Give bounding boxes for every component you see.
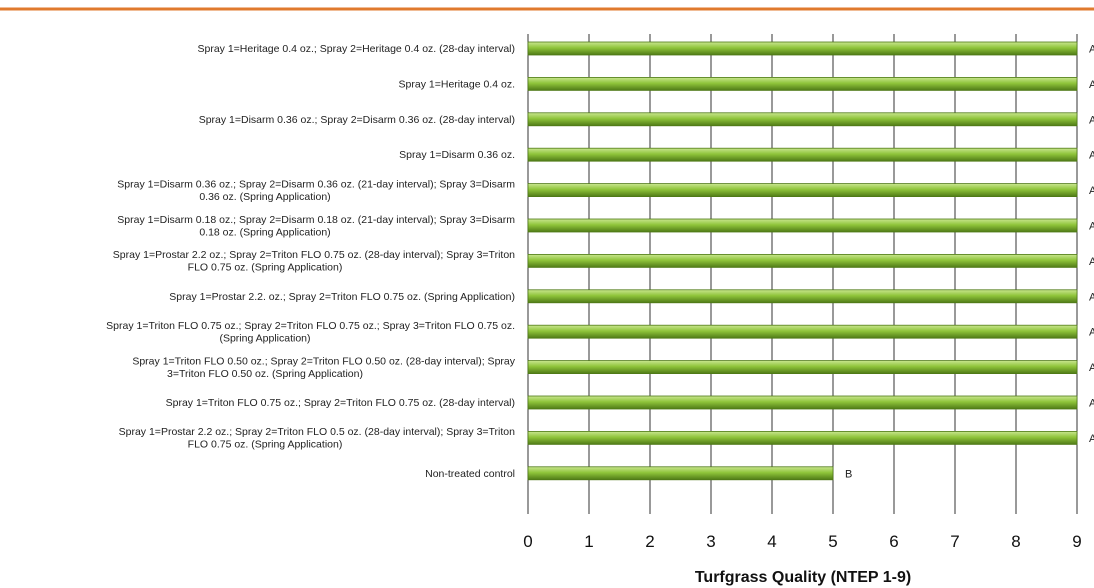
category-label-line: 3=Triton FLO 0.50 oz. (Spring Applicatio… [167, 368, 363, 380]
bar [527, 289, 1078, 304]
bar [527, 324, 1078, 339]
x-tick-label: 6 [889, 532, 898, 551]
category-label: Spray 1=Triton FLO 0.75 oz.; Spray 2=Tri… [106, 320, 515, 345]
bar [527, 147, 1078, 162]
x-tick-label: 3 [706, 532, 715, 551]
x-tick-label: 5 [828, 532, 837, 551]
category-label: Spray 1=Triton FLO 0.50 oz.; Spray 2=Tri… [132, 355, 515, 380]
category-label: Spray 1=Prostar 2.2 oz.; Spray 2=Triton … [119, 426, 516, 451]
category-label-line: Spray 1=Disarm 0.18 oz.; Spray 2=Disarm … [117, 214, 515, 226]
category-label-line: FLO 0.75 oz. (Spring Application) [188, 262, 343, 274]
x-tick-label: 0 [523, 532, 532, 551]
category-label: Spray 1=Heritage 0.4 oz. [399, 78, 515, 90]
bar [527, 183, 1078, 198]
data-label: A [1089, 114, 1094, 126]
data-label: B [845, 468, 852, 480]
data-label: A [1089, 291, 1094, 303]
category-label-line: Spray 1=Prostar 2.2 oz.; Spray 2=Triton … [113, 249, 515, 261]
data-label: A [1089, 221, 1094, 233]
category-label: Spray 1=Disarm 0.36 oz.; Spray 2=Disarm … [199, 114, 515, 126]
category-label: Spray 1=Heritage 0.4 oz.; Spray 2=Herita… [197, 43, 515, 55]
x-tick-label: 9 [1072, 532, 1081, 551]
category-label: Spray 1=Disarm 0.36 oz. [399, 149, 515, 161]
category-label-line: Spray 1=Disarm 0.36 oz.; Spray 2=Disarm … [117, 178, 515, 190]
data-label: A [1089, 398, 1094, 410]
category-label-line: Spray 1=Prostar 2.2 oz.; Spray 2=Triton … [119, 426, 516, 438]
bar [527, 466, 834, 481]
category-label: Spray 1=Prostar 2.2 oz.; Spray 2=Triton … [113, 249, 515, 274]
data-label: A [1089, 256, 1094, 268]
bars: A A A A A A A A A A A A B [527, 41, 1094, 481]
category-label-line: 0.36 oz. (Spring Application) [199, 191, 330, 203]
bar [527, 218, 1078, 233]
data-label: A [1089, 150, 1094, 162]
data-label: A [1089, 44, 1094, 56]
x-tick-label: 7 [950, 532, 959, 551]
category-label: Spray 1=Disarm 0.36 oz.; Spray 2=Disarm … [117, 178, 515, 203]
x-axis-title: Turfgrass Quality (NTEP 1-9) [695, 569, 911, 586]
category-label-line: Spray 1=Triton FLO 0.75 oz.; Spray 2=Tri… [106, 320, 515, 332]
x-tick-label: 1 [584, 532, 593, 551]
bar [527, 253, 1078, 268]
data-label: A [1089, 362, 1094, 374]
bar [527, 395, 1078, 410]
category-label-line: (Spring Application) [219, 332, 310, 344]
category-label: Spray 1=Disarm 0.18 oz.; Spray 2=Disarm … [117, 214, 515, 239]
data-label: A [1089, 433, 1094, 445]
bar [527, 77, 1078, 91]
bar [527, 360, 1078, 375]
bar [527, 41, 1078, 56]
category-label: Non-treated control [425, 468, 515, 480]
data-label: A [1089, 185, 1094, 197]
category-labels: Spray 1=Heritage 0.4 oz.; Spray 2=Herita… [106, 43, 516, 480]
data-label: A [1089, 79, 1094, 91]
bar [527, 430, 1078, 445]
x-tick-labels: 0 1 2 3 4 5 6 7 8 9 [523, 532, 1081, 551]
category-label: Spray 1=Triton FLO 0.75 oz.; Spray 2=Tri… [166, 397, 515, 409]
category-label-line: 0.18 oz. (Spring Application) [199, 226, 330, 238]
x-tick-label: 8 [1011, 532, 1020, 551]
x-tick-label: 4 [767, 532, 776, 551]
category-label-line: Spray 1=Triton FLO 0.50 oz.; Spray 2=Tri… [132, 355, 515, 367]
category-label: Spray 1=Prostar 2.2. oz.; Spray 2=Triton… [169, 291, 515, 303]
category-label-line: FLO 0.75 oz. (Spring Application) [188, 439, 343, 451]
bar [527, 112, 1078, 127]
x-tick-label: 2 [645, 532, 654, 551]
data-label: A [1089, 327, 1094, 339]
